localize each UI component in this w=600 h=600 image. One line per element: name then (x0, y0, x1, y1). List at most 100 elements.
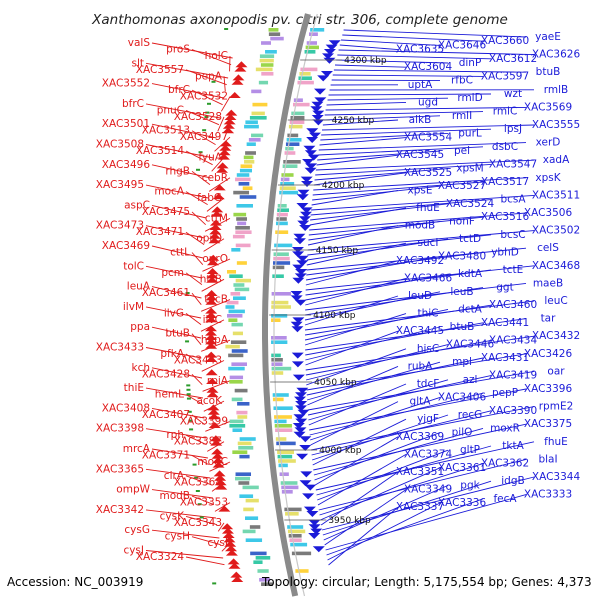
label-connector-reverse (306, 348, 407, 386)
label-connector-forward (145, 550, 224, 559)
gene-label-reverse: XAC3361 (438, 462, 486, 474)
gene-label-reverse: XAC3612 (489, 53, 537, 65)
feature-box (235, 278, 251, 283)
label-connector-reverse (306, 361, 441, 401)
label-connector-forward (191, 333, 202, 345)
feature-box (271, 300, 289, 305)
gene-label-forward: XAC3497 (180, 131, 228, 143)
reverse-gene-arrow (292, 277, 305, 284)
gene-label-forward: XAC3407 (142, 409, 190, 421)
label-connector-forward (191, 455, 209, 466)
label-connector-reverse (331, 79, 441, 82)
tick-mark (186, 393, 191, 396)
feature-box (234, 388, 248, 393)
reverse-gene-arrow (292, 374, 305, 381)
feature-box (250, 551, 267, 556)
feature-box (246, 142, 256, 146)
forward-gene-arrow (217, 153, 230, 160)
label-connector-reverse (317, 454, 407, 506)
reverse-gene-arrow (312, 119, 325, 126)
label-connector-reverse (317, 150, 441, 161)
gene-label-forward: hppA (201, 334, 229, 346)
feature-box (281, 490, 293, 494)
label-connector-forward (191, 49, 232, 66)
backbone-inner-ring (273, 13, 318, 597)
label-connector-forward (201, 278, 225, 292)
reverse-gene-arrow (299, 445, 312, 451)
label-connector-forward (151, 123, 217, 139)
tick-mark (198, 151, 203, 154)
gene-label-reverse: XAC3554 (404, 132, 453, 144)
forward-gene-arrow (206, 276, 219, 283)
gene-label-forward: tdcB (204, 294, 228, 306)
label-connector-forward (145, 347, 202, 359)
kbp-mark: 3950 kbp (328, 516, 371, 526)
feature-box (275, 230, 289, 234)
gene-label-reverse: XAC3646 (438, 39, 487, 51)
gene-label-forward: rph (166, 429, 184, 441)
reverse-gene-arrow (293, 414, 306, 421)
forward-gene-arrow (228, 92, 241, 98)
feature-box (257, 569, 269, 573)
feature-box (243, 507, 254, 512)
forward-gene-arrow (205, 356, 218, 362)
label-connector-reverse (309, 212, 527, 231)
reverse-gene-arrow (300, 207, 313, 214)
reverse-gene-arrow (295, 401, 308, 407)
label-connector-forward (217, 116, 225, 132)
feature-box (239, 494, 254, 498)
label-connector-forward (191, 536, 221, 546)
kbp-mark: 4300 kbp (344, 56, 387, 66)
reverse-gene-arrow (323, 49, 336, 55)
gene-label-reverse: pgk (460, 479, 480, 491)
label-connector-reverse (305, 273, 449, 301)
label-connector-reverse (326, 101, 407, 106)
feature-box (238, 182, 250, 186)
forward-gene-arrow (213, 470, 226, 477)
kbp-mark: 4250 kbp (332, 116, 375, 126)
label-connector-reverse (333, 69, 527, 73)
gene-label-forward: kch (131, 362, 150, 374)
label-connector-forward (151, 164, 211, 179)
label-connector-reverse (307, 230, 535, 251)
feature-box (276, 441, 296, 446)
gene-label-forward: cysJ (123, 545, 144, 557)
label-connector-reverse (314, 436, 399, 486)
gene-label-reverse: XAC3351 (396, 466, 444, 478)
gene-label-forward: mocA (154, 186, 184, 198)
forward-gene-arrow (205, 342, 218, 349)
gene-label-forward: ompW (116, 484, 150, 496)
feature-box (265, 50, 277, 54)
label-connector-forward (145, 428, 207, 439)
label-connector-forward (207, 441, 225, 452)
tick-mark (206, 102, 211, 105)
genome-title: Xanthomonas axonopodis pv. citri str. 30… (91, 12, 508, 28)
gene-label-forward: valS (128, 37, 151, 49)
reverse-gene-arrow (311, 101, 324, 108)
label-connector-forward (185, 475, 212, 486)
feature-box (239, 454, 250, 459)
label-connector-reverse (309, 207, 407, 226)
label-connector-reverse (317, 146, 484, 156)
forward-gene-arrow (219, 140, 232, 147)
feature-box (282, 164, 298, 168)
gene-label-forward: slt (131, 57, 144, 69)
reverse-gene-arrow (323, 57, 336, 64)
gene-label-reverse: XAC3480 (438, 251, 486, 263)
forward-gene-arrow (224, 114, 237, 120)
feature-box (298, 76, 312, 80)
feature-box (245, 516, 259, 520)
gene-label-forward: leuA (127, 281, 151, 293)
label-connector-reverse (305, 335, 535, 371)
feature-box (239, 195, 257, 199)
label-connector-forward (191, 414, 206, 426)
label-connector-reverse (310, 203, 449, 221)
gene-label-reverse: XAC3547 (489, 158, 537, 170)
tick-mark (205, 111, 210, 114)
forward-gene-arrow (211, 206, 224, 213)
gene-label-forward: cysH (165, 531, 190, 543)
label-connector-forward (185, 394, 204, 406)
reverse-gene-arrow (296, 387, 309, 394)
feature-box (295, 569, 309, 573)
label-connector-reverse (312, 185, 441, 201)
